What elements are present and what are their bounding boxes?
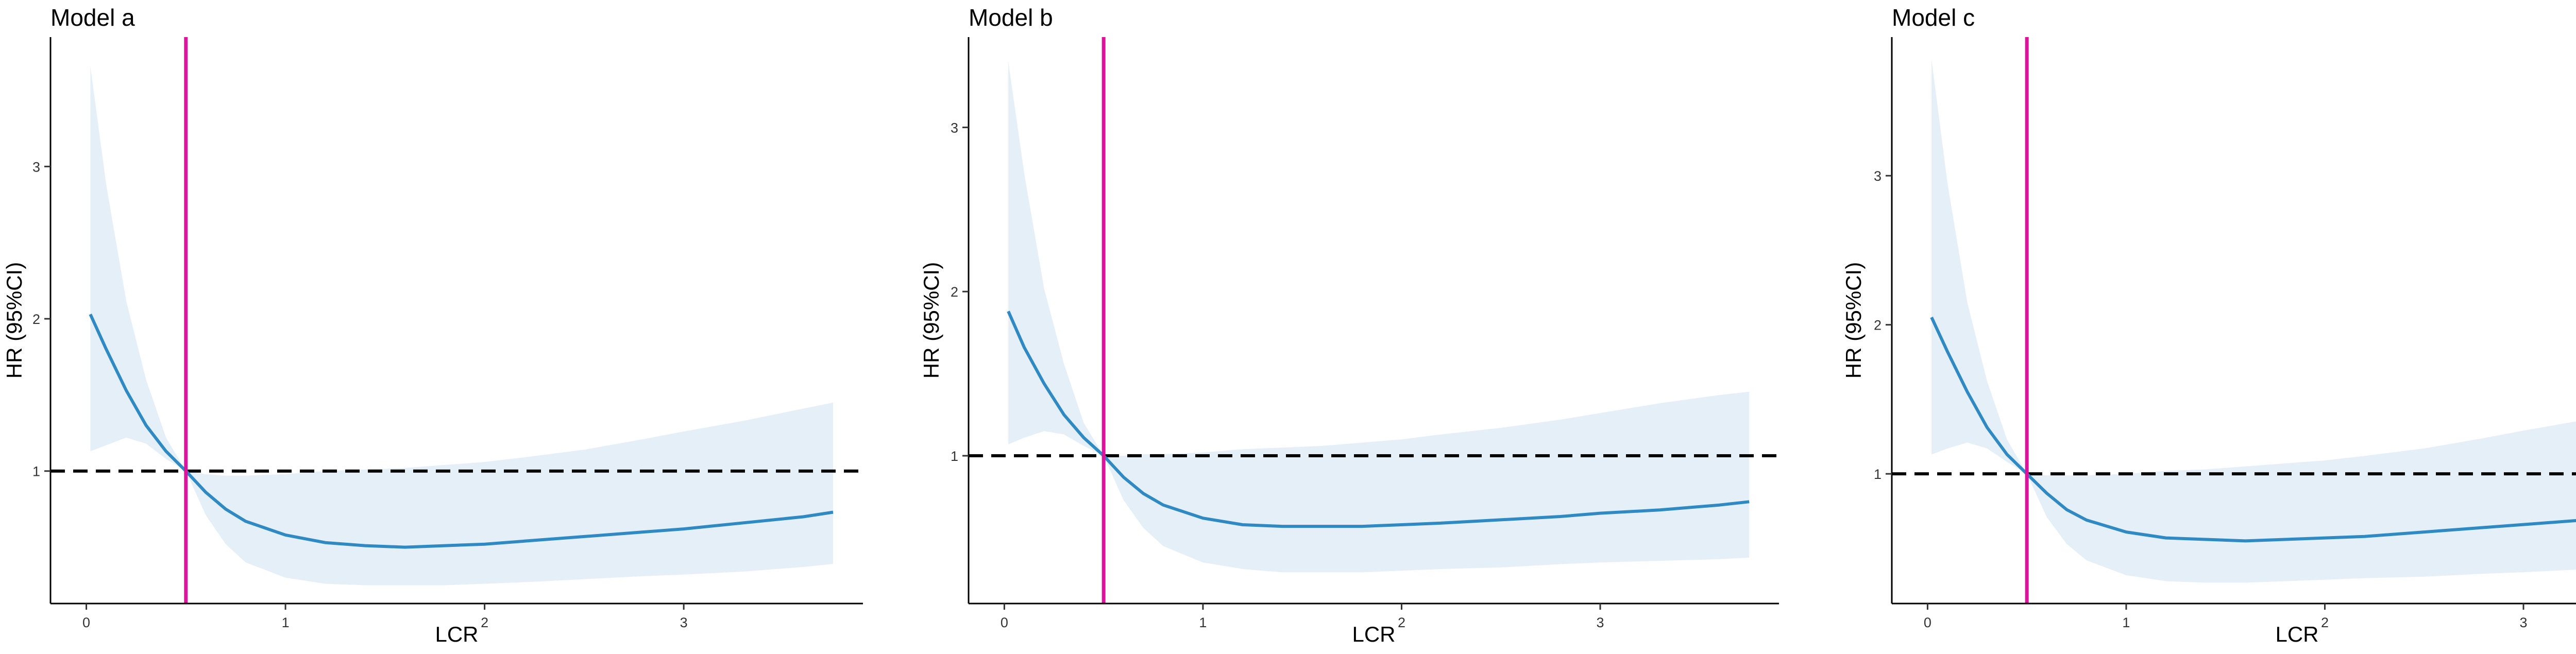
panel-title: Model c xyxy=(1892,4,1975,31)
panel-title: Model b xyxy=(969,4,1053,31)
x-tick-label: 2 xyxy=(481,615,488,630)
confidence-band xyxy=(1931,59,2576,583)
confidence-band xyxy=(1008,61,1750,573)
hr-curve xyxy=(1007,311,1750,528)
x-axis-label: LCR xyxy=(1352,622,1395,646)
hr-curve xyxy=(1930,316,2576,543)
x-axis-label: LCR xyxy=(2275,622,2318,646)
x-tick-label: 0 xyxy=(1001,615,1008,630)
y-tick-label: 3 xyxy=(32,159,40,175)
x-tick-label: 3 xyxy=(680,615,688,630)
panel-b: 0 1 2 3 1 2 3 Model b LCR HR (95%CI) xyxy=(919,4,1779,646)
x-tick-label: 3 xyxy=(2519,615,2527,630)
x-tick-label: 1 xyxy=(1199,615,1207,630)
y-axis-label: HR (95%CI) xyxy=(1841,262,1866,378)
y-tick-label: 3 xyxy=(1874,168,1882,184)
y-axis-label: HR (95%CI) xyxy=(2,262,26,378)
hr-curve xyxy=(89,313,834,549)
panel-a: 0 1 2 3 1 2 3 Model a LCR HR (95%CI) xyxy=(2,4,863,646)
x-tick-label: 2 xyxy=(1398,615,1405,630)
y-tick-label: 2 xyxy=(32,312,40,327)
x-tick-label: 0 xyxy=(1924,615,1931,630)
x-tick-label: 1 xyxy=(282,615,290,630)
x-axis-label: LCR xyxy=(435,622,478,646)
y-tick-label: 1 xyxy=(32,464,40,479)
y-tick-label: 2 xyxy=(1874,318,1882,333)
x-tick-label: 3 xyxy=(1596,615,1604,630)
panel-title: Model a xyxy=(50,4,135,31)
panel-c: 0 1 2 3 1 2 3 Model c LCR HR (95%CI) xyxy=(1841,4,2576,646)
y-tick-label: 1 xyxy=(951,449,958,464)
y-tick-label: 2 xyxy=(951,284,958,300)
x-tick-label: 0 xyxy=(82,615,90,630)
x-tick-label: 2 xyxy=(2321,615,2329,630)
y-tick-label: 1 xyxy=(1874,467,1882,482)
confidence-band xyxy=(90,66,833,586)
x-tick-label: 1 xyxy=(2122,615,2130,630)
y-tick-label: 3 xyxy=(951,120,958,135)
y-axis-label: HR (95%CI) xyxy=(919,262,943,378)
